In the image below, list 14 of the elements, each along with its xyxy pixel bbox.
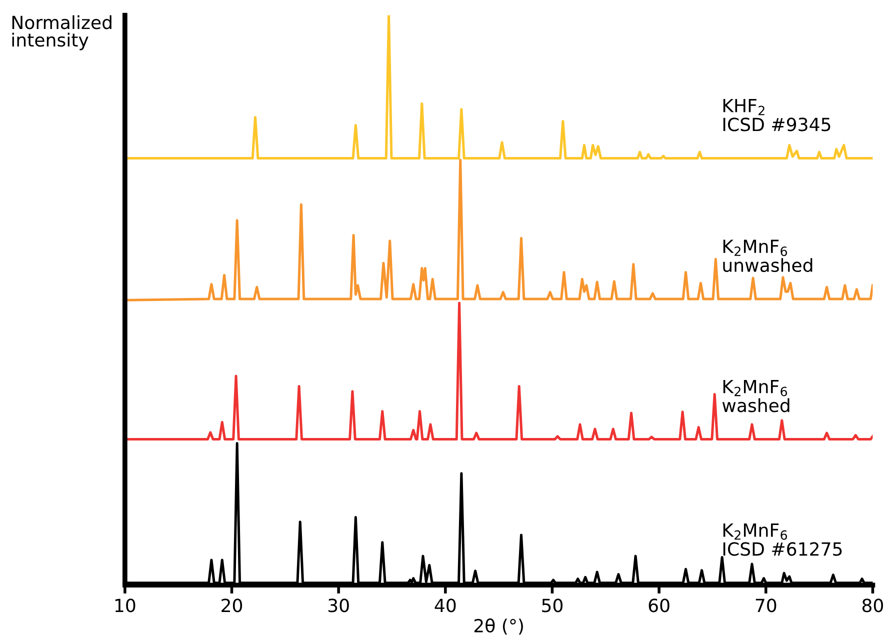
- x-tick-label: 40: [434, 598, 456, 612]
- x-tick-label: 10: [115, 598, 136, 612]
- x-axis-title: 2θ (°): [474, 618, 523, 635]
- x-tick-label: 70: [756, 598, 776, 612]
- x-tick-label: 60: [648, 598, 670, 612]
- x-tick-label: 30: [328, 598, 349, 612]
- series-label: KHF$_{2}$ ICSD #9345: [723, 99, 830, 132]
- x-tick-label: 80: [862, 598, 883, 612]
- x-tick-label: 20: [222, 598, 242, 612]
- series-label: K$_{2}$MnF$_{6}$ washed: [722, 380, 790, 412]
- series-label: K$_{2}$MnF$_{6}$ unwashed: [723, 240, 812, 272]
- x-tick-label: 50: [542, 598, 563, 612]
- y-axis-title: Normalized intensity: [12, 15, 112, 50]
- series-label: K$_{2}$MnF$_{6}$ ICSD #61275: [723, 524, 842, 556]
